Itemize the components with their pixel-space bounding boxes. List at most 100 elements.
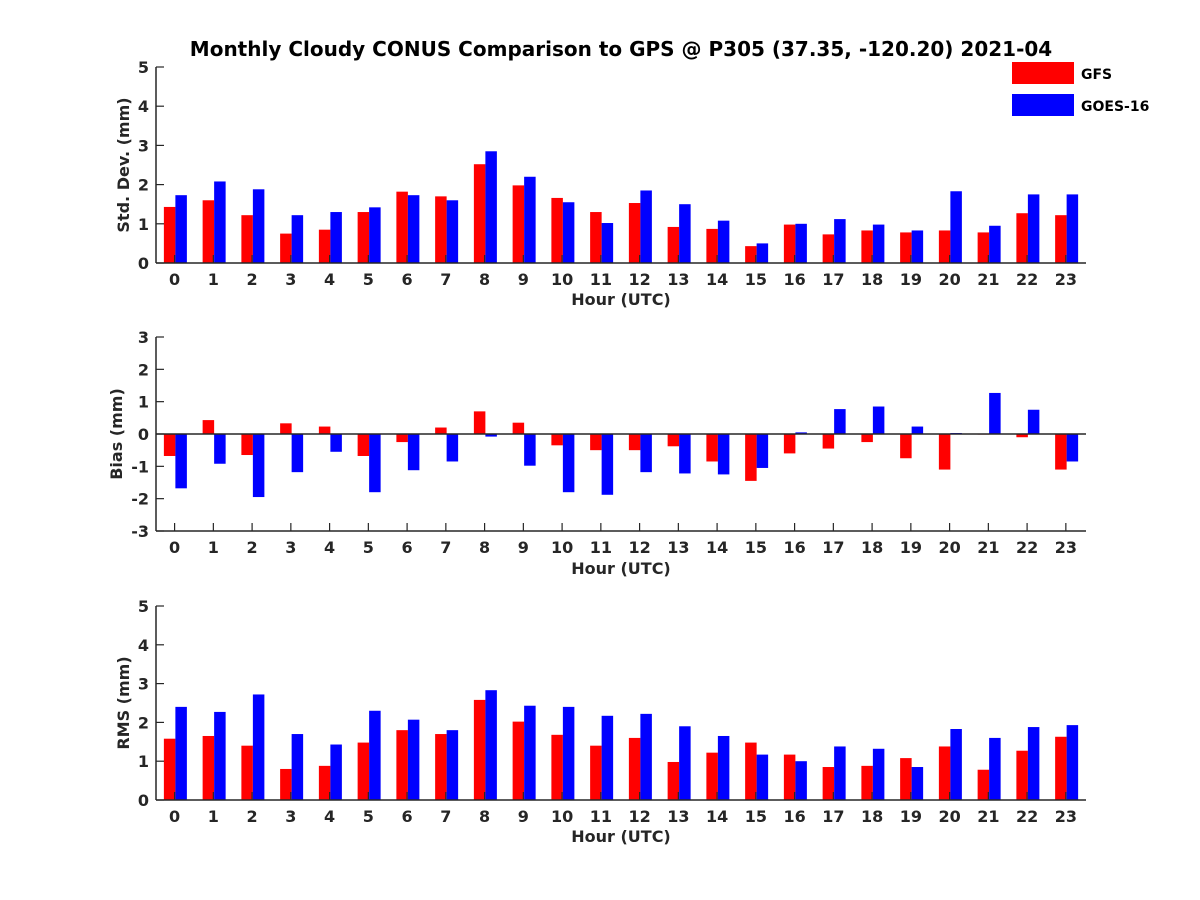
bar-goes-16-hour-2 <box>252 694 265 800</box>
y-tick-label: 1 <box>138 215 149 234</box>
bar-goes-16-hour-22 <box>1027 727 1040 800</box>
x-tick-label: 2 <box>247 807 258 826</box>
bar-goes-16-hour-13 <box>679 726 691 800</box>
bar-gfs-hour-4 <box>318 229 331 263</box>
bar-goes-16-hour-14 <box>717 220 730 263</box>
x-tick-label: 5 <box>363 538 374 557</box>
bar-gfs-hour-10 <box>551 434 563 446</box>
bar-goes-16-hour-12 <box>640 434 652 473</box>
bar-goes-16-hour-20 <box>950 729 962 800</box>
bar-gfs-hour-15 <box>745 434 757 481</box>
bar-goes-16-hour-6 <box>407 434 420 471</box>
bar-gfs-hour-19 <box>900 232 912 263</box>
y-tick-label: -3 <box>131 522 149 541</box>
bar-goes-16-hour-4 <box>330 212 342 263</box>
bar-goes-16-hour-6 <box>407 195 420 263</box>
bar-gfs-hour-10 <box>551 197 563 263</box>
x-tick-label: 23 <box>1055 270 1077 289</box>
bar-goes-16-hour-19 <box>911 767 924 800</box>
legend-swatch-gfs <box>1012 62 1074 84</box>
x-tick-label: 19 <box>900 538 922 557</box>
bar-gfs-hour-23 <box>1055 215 1067 263</box>
bar-gfs-hour-13 <box>667 434 680 447</box>
bar-gfs-hour-12 <box>628 434 641 451</box>
bar-gfs-hour-8 <box>473 411 486 434</box>
bar-goes-16-hour-5 <box>369 207 381 263</box>
bar-goes-16-hour-18 <box>872 224 885 263</box>
bar-goes-16-hour-9 <box>524 434 536 466</box>
bar-goes-16-hour-10 <box>562 202 575 263</box>
bar-gfs-hour-23 <box>1055 434 1067 470</box>
bar-goes-16-hour-23 <box>1066 725 1079 800</box>
x-tick-label: 15 <box>745 807 767 826</box>
x-tick-label: 18 <box>861 807 883 826</box>
x-tick-label: 12 <box>628 538 650 557</box>
bar-goes-16-hour-17 <box>834 746 846 800</box>
bar-goes-16-hour-7 <box>446 730 459 800</box>
x-tick-label: 15 <box>745 270 767 289</box>
bar-goes-16-hour-13 <box>679 434 691 474</box>
y-tick-label: 3 <box>138 675 149 694</box>
bar-gfs-hour-9 <box>512 185 525 263</box>
x-tick-label: 20 <box>938 538 960 557</box>
bar-gfs-hour-15 <box>745 742 757 800</box>
x-tick-label: 17 <box>822 807 844 826</box>
y-tick-label: 4 <box>138 97 149 116</box>
bar-goes-16-hour-18 <box>872 406 885 434</box>
bar-goes-16-hour-11 <box>601 434 614 495</box>
bar-gfs-hour-14 <box>706 752 718 800</box>
bar-gfs-hour-13 <box>667 761 680 800</box>
bar-goes-16-hour-19 <box>911 230 924 263</box>
bar-goes-16-hour-7 <box>446 200 459 263</box>
bar-gfs-hour-5 <box>357 742 370 800</box>
legend: GFS GOES-16 <box>1012 62 1149 116</box>
y-axis-label: RMS (mm) <box>114 656 133 749</box>
x-tick-label: 20 <box>938 807 960 826</box>
bar-goes-16-hour-9 <box>524 705 536 800</box>
bar-goes-16-hour-11 <box>601 223 614 263</box>
x-tick-label: 23 <box>1055 538 1077 557</box>
bar-goes-16-hour-15 <box>756 243 769 263</box>
bar-goes-16-hour-20 <box>950 191 962 263</box>
chart-title: Monthly Cloudy CONUS Comparison to GPS @… <box>190 37 1052 61</box>
bar-goes-16-hour-17 <box>834 219 846 263</box>
x-tick-label: 23 <box>1055 807 1077 826</box>
x-tick-label: 3 <box>285 807 296 826</box>
x-tick-label: 1 <box>208 270 219 289</box>
x-tick-label: 14 <box>706 270 728 289</box>
bar-gfs-hour-16 <box>783 434 796 454</box>
x-tick-label: 18 <box>861 270 883 289</box>
bar-goes-16-hour-5 <box>369 434 381 493</box>
bar-goes-16-hour-8 <box>485 690 497 800</box>
legend-label-goes16: GOES-16 <box>1081 99 1149 115</box>
x-tick-label: 22 <box>1016 807 1038 826</box>
bar-gfs-hour-11 <box>590 434 602 451</box>
bar-gfs-hour-14 <box>706 434 718 462</box>
x-tick-label: 12 <box>628 270 650 289</box>
bar-gfs-hour-18 <box>861 230 873 263</box>
bar-goes-16-hour-13 <box>679 204 691 263</box>
bar-gfs-hour-0 <box>163 738 176 800</box>
bar-goes-16-hour-12 <box>640 190 652 263</box>
bar-goes-16-hour-10 <box>562 706 575 800</box>
bar-goes-16-hour-16 <box>795 223 807 263</box>
bar-gfs-hour-11 <box>590 212 602 263</box>
x-tick-label: 13 <box>667 270 689 289</box>
bar-goes-16-hour-8 <box>485 434 497 437</box>
bar-goes-16-hour-3 <box>291 734 304 800</box>
bar-gfs-hour-17 <box>822 434 835 449</box>
x-tick-label: 0 <box>169 807 180 826</box>
bar-goes-16-hour-2 <box>252 189 265 263</box>
x-tick-label: 4 <box>324 807 335 826</box>
x-tick-label: 22 <box>1016 270 1038 289</box>
y-tick-label: 2 <box>138 713 149 732</box>
x-tick-label: 3 <box>285 538 296 557</box>
bar-gfs-hour-6 <box>396 434 408 443</box>
x-tick-label: 7 <box>440 270 451 289</box>
x-tick-label: 1 <box>208 807 219 826</box>
x-tick-label: 4 <box>324 538 335 557</box>
bar-goes-16-hour-23 <box>1066 434 1079 462</box>
bar-gfs-hour-3 <box>280 423 292 434</box>
bar-goes-16-hour-15 <box>756 434 769 468</box>
